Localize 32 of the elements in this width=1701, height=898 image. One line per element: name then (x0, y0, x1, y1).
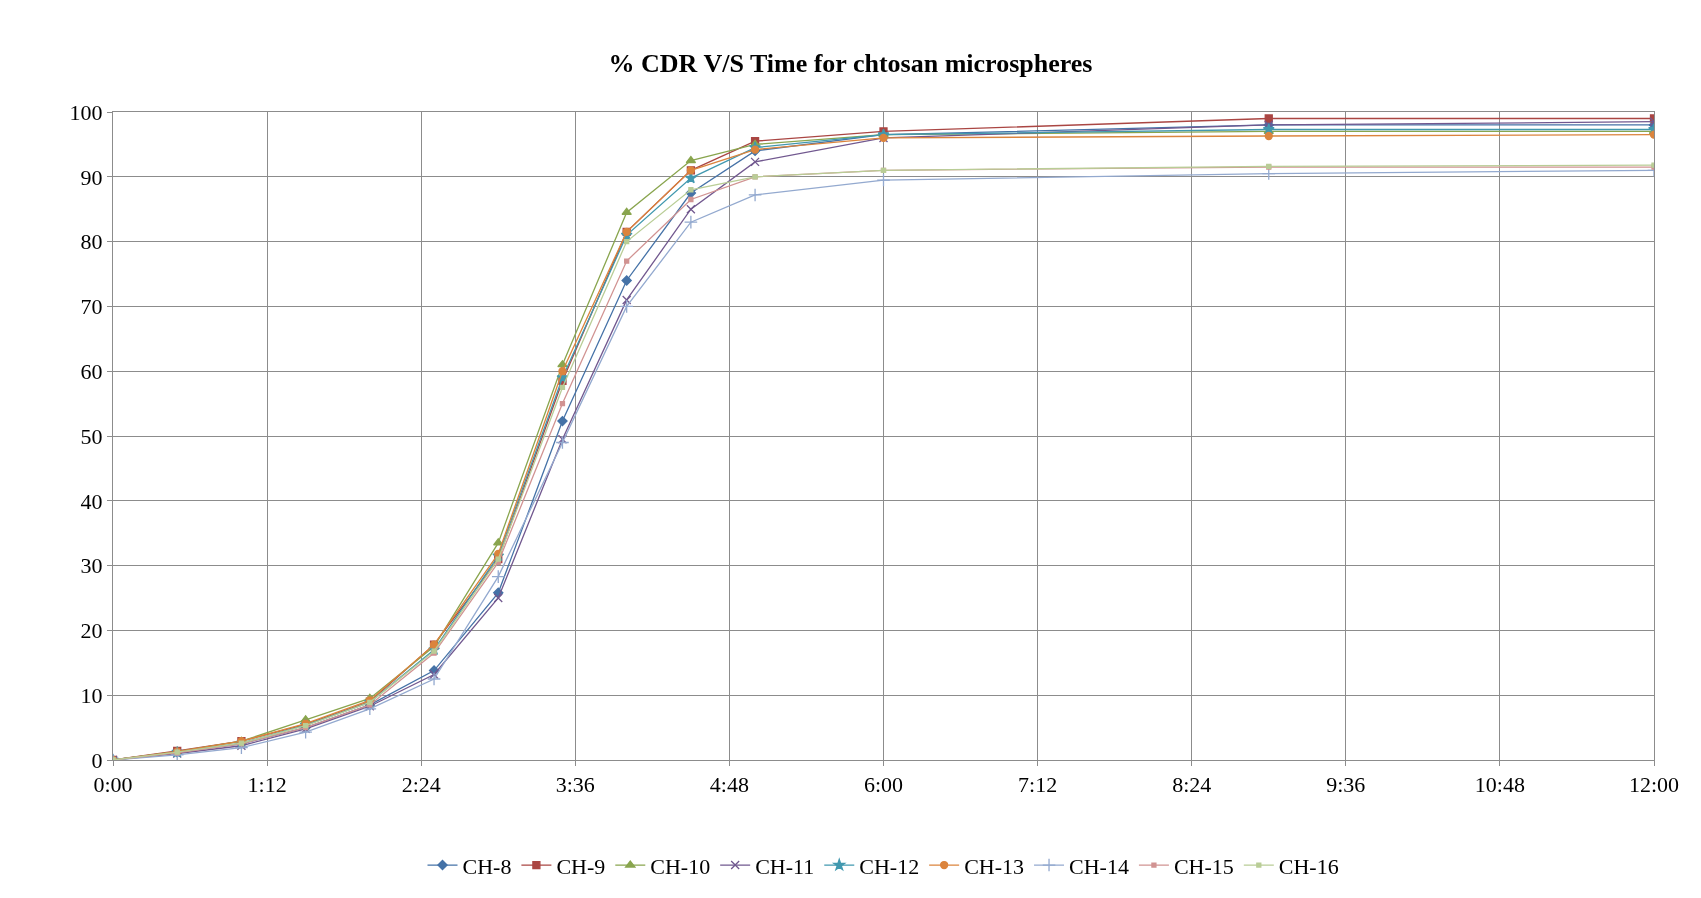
legend-label: CH-8 (462, 853, 512, 879)
x-tick-label: 10:48 (1474, 772, 1525, 798)
x-tick-label: 2:24 (401, 772, 441, 798)
legend-label: CH-16 (1278, 853, 1339, 879)
x-tick-label: 8:24 (1172, 772, 1212, 798)
legend-label: CH-11 (755, 853, 815, 879)
x-tick-label: 4:48 (709, 772, 749, 798)
legend-label: CH-13 (964, 853, 1025, 879)
legend-label: CH-12 (859, 853, 920, 879)
y-tick-label: 20 (80, 618, 103, 644)
y-tick-label: 30 (80, 553, 103, 579)
y-tick-label: 10 (80, 682, 103, 708)
x-tick-label: 9:36 (1326, 772, 1366, 798)
x-tick-label: 1:12 (247, 772, 287, 798)
x-tick-label: 6:00 (863, 772, 904, 798)
x-tick-label: 0:00 (93, 772, 133, 798)
chart-title: % CDR V/S Time for chtosan microspheres (608, 49, 1093, 79)
y-tick-label: 0 (91, 747, 103, 773)
legend-label: CH-14 (1069, 853, 1129, 879)
x-tick-label: 12:00 (1628, 772, 1680, 798)
legend-label: CH-15 (1173, 853, 1234, 879)
legend-label: CH-10 (650, 853, 711, 879)
y-tick-label: 80 (80, 229, 103, 255)
y-tick-label: 90 (80, 164, 103, 190)
y-tick-label: 50 (80, 423, 103, 449)
y-tick-label: 70 (80, 294, 103, 320)
x-tick-label: 3:36 (555, 772, 595, 798)
y-tick-label: 40 (80, 488, 103, 514)
x-tick-label: 7:12 (1018, 772, 1058, 798)
legend-label: CH-9 (556, 853, 606, 879)
y-tick-label: 100 (69, 99, 103, 125)
y-tick-label: 60 (80, 358, 103, 384)
